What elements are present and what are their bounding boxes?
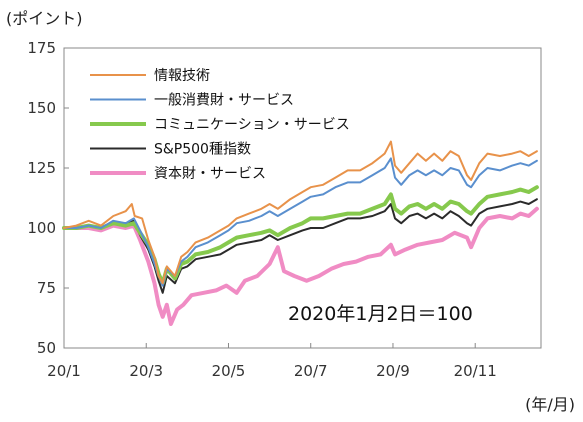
series-line — [62, 185, 539, 286]
x-axis: 20/1 20/3 20/5 20/7 20/9 20/11 — [47, 343, 497, 380]
y-tick-label: 150 — [27, 99, 56, 117]
x-tick-label: 20/9 — [376, 362, 410, 380]
legend-label: 資本財・サービス — [154, 166, 266, 182]
legend-label: 一般消費財・サービス — [154, 93, 294, 109]
y-unit-label: (ポイント) — [6, 9, 83, 28]
x-tick-label: 20/3 — [129, 362, 163, 380]
x-tick-label: 20/11 — [454, 362, 497, 380]
series-lines — [62, 140, 539, 326]
y-tick-label: 50 — [37, 339, 56, 357]
x-unit-label: (年/月) — [525, 395, 575, 414]
y-tick-label: 100 — [27, 219, 56, 237]
series-line — [63, 140, 538, 285]
x-tick-label: 20/7 — [294, 362, 328, 380]
y-tick-label: 75 — [37, 279, 56, 297]
series-line — [62, 206, 539, 326]
y-axis: 50 75 100 125 150 175 — [27, 39, 69, 357]
legend-label: 情報技術 — [154, 68, 210, 84]
series-line — [63, 157, 538, 287]
y-tick-label: 125 — [27, 159, 56, 177]
plot-frame — [63, 47, 542, 349]
x-tick-label: 20/1 — [47, 362, 81, 380]
baseline-annotation: 2020年1月2日＝100 — [288, 303, 473, 325]
legend-label: コミュニケーション・サービス — [154, 117, 350, 133]
legend-label: S&P500種指数 — [154, 142, 251, 158]
x-tick-label: 20/5 — [212, 362, 246, 380]
y-tick-label: 175 — [27, 39, 56, 57]
